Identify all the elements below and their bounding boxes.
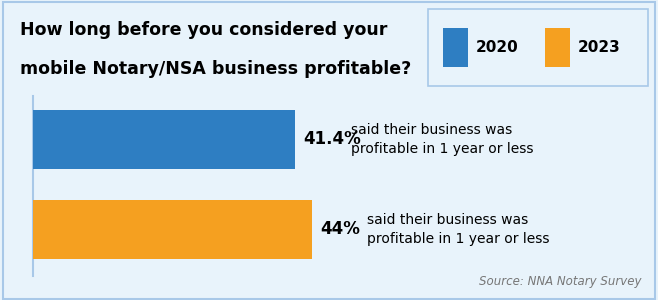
Text: said their business was
profitable in 1 year or less: said their business was profitable in 1 … <box>351 123 533 156</box>
Bar <box>33 200 312 259</box>
Text: How long before you considered your: How long before you considered your <box>20 21 387 39</box>
Bar <box>33 110 295 169</box>
FancyBboxPatch shape <box>3 2 655 298</box>
Text: Source: NNA Notary Survey: Source: NNA Notary Survey <box>479 275 642 288</box>
Bar <box>443 28 468 67</box>
Text: said their business was
profitable in 1 year or less: said their business was profitable in 1 … <box>367 213 549 246</box>
FancyBboxPatch shape <box>428 9 648 86</box>
Text: 44%: 44% <box>320 220 360 238</box>
Bar <box>545 28 570 67</box>
Text: 41.4%: 41.4% <box>303 130 361 148</box>
Text: mobile Notary/NSA business profitable?: mobile Notary/NSA business profitable? <box>20 60 411 78</box>
Text: 2023: 2023 <box>578 40 620 55</box>
Text: 2020: 2020 <box>476 40 519 55</box>
